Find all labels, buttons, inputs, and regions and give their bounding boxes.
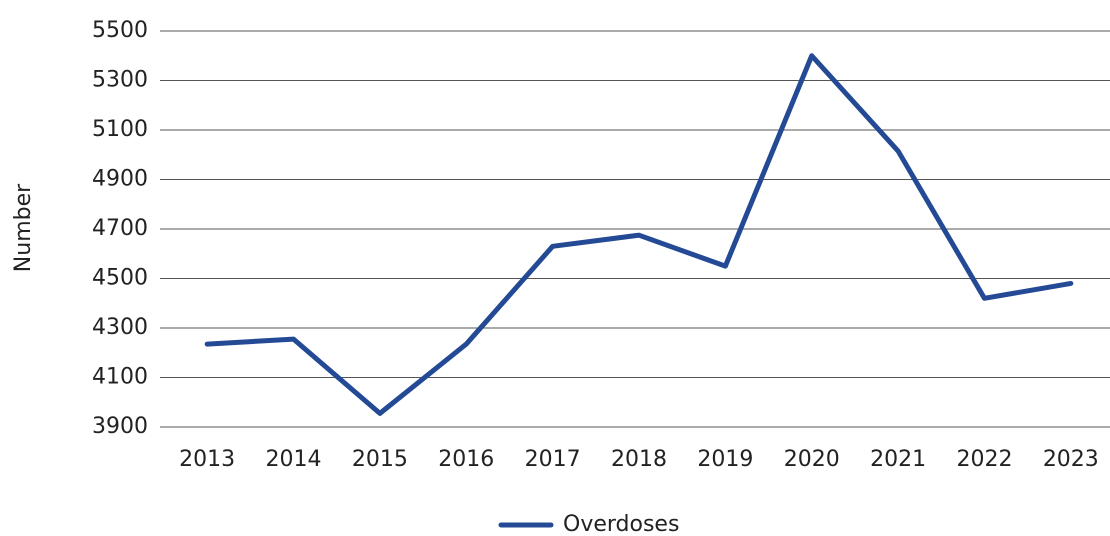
y-tick-label: 5500 xyxy=(92,18,148,43)
legend-label: Overdoses xyxy=(563,512,679,536)
y-tick-label: 5300 xyxy=(92,68,148,93)
y-tick-label: 4500 xyxy=(92,266,148,291)
x-tick-label: 2021 xyxy=(870,447,926,472)
x-tick-label: 2018 xyxy=(611,447,667,472)
x-tick-label: 2022 xyxy=(956,447,1012,472)
x-tick-label: 2019 xyxy=(697,447,753,472)
data-line xyxy=(204,53,1074,416)
y-tick-label: 5100 xyxy=(92,117,148,142)
y-tick-label: 4300 xyxy=(92,315,148,340)
x-tick-label: 2023 xyxy=(1043,447,1099,472)
y-tick-label: 4700 xyxy=(92,216,148,241)
x-tick-label: 2016 xyxy=(438,447,494,472)
x-tick-label: 2015 xyxy=(352,447,408,472)
y-tick-label: 3900 xyxy=(92,414,148,439)
x-tick-label: 2014 xyxy=(266,447,322,472)
x-tick-label: 2017 xyxy=(525,447,581,472)
y-axis-label: Number xyxy=(11,183,36,272)
x-tick-label: 2020 xyxy=(784,447,840,472)
x-tick-label: 2013 xyxy=(179,447,235,472)
y-tick-label: 4100 xyxy=(92,365,148,390)
y-tick-label: 4900 xyxy=(92,167,148,192)
